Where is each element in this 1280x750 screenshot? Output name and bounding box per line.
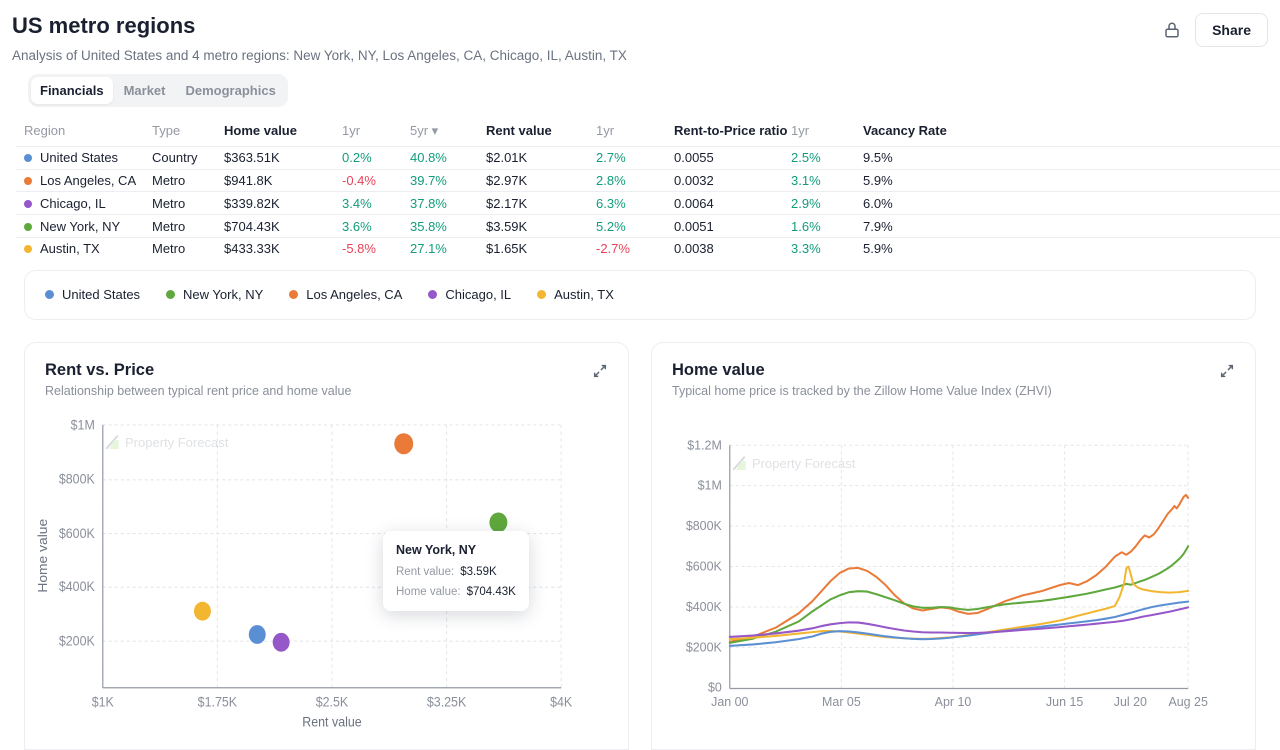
svg-text:$600K: $600K (59, 525, 95, 541)
svg-text:$400K: $400K (686, 600, 723, 614)
svg-text:Rent value: Rent value (302, 714, 361, 730)
svg-text:Jul 20: Jul 20 (1114, 694, 1147, 708)
svg-text:Home value: Home value (36, 519, 50, 593)
svg-text:$800K: $800K (686, 519, 723, 533)
svg-text:$0: $0 (708, 680, 722, 694)
svg-text:$200K: $200K (59, 633, 95, 649)
svg-text:$800K: $800K (59, 471, 95, 487)
svg-text:Aug 25: Aug 25 (1168, 694, 1207, 708)
svg-text:$2.5K: $2.5K (316, 694, 349, 710)
svg-text:$400K: $400K (59, 578, 95, 594)
svg-text:$1.75K: $1.75K (198, 694, 238, 710)
svg-text:$200K: $200K (686, 640, 723, 654)
svg-text:Mar 05: Mar 05 (822, 694, 861, 708)
svg-text:Jun 15: Jun 15 (1046, 694, 1083, 708)
svg-text:Apr 10: Apr 10 (935, 694, 972, 708)
svg-text:$1.2M: $1.2M (687, 438, 722, 452)
svg-text:$3.25K: $3.25K (427, 694, 467, 710)
svg-text:Jan 00: Jan 00 (711, 694, 748, 708)
svg-text:$1K: $1K (92, 694, 114, 710)
svg-text:$4K: $4K (550, 694, 572, 710)
svg-text:$1M: $1M (698, 478, 722, 492)
svg-text:$1M: $1M (71, 416, 95, 432)
svg-text:$600K: $600K (686, 559, 723, 573)
